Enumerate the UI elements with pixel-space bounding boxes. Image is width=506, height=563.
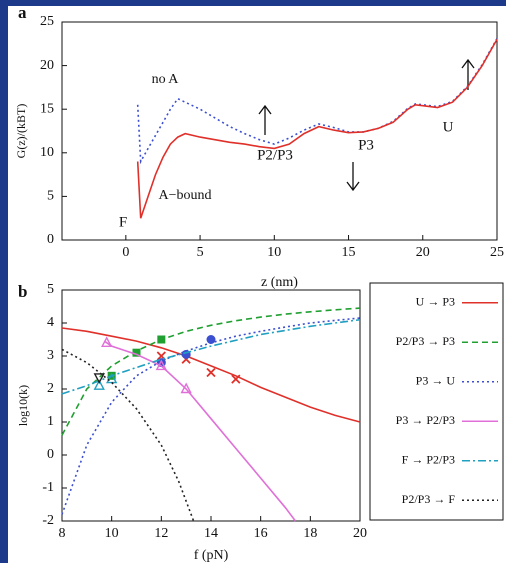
x-tick-label: 15 [342,245,356,260]
annotation: P3 [358,137,374,153]
y-tick-label: 5 [47,189,54,204]
x-tick-label: 12 [154,526,168,541]
marker [157,335,166,344]
x-tick-label: 5 [197,245,204,260]
marker [155,359,167,371]
y-tick-label: 3 [47,348,54,363]
marker [101,336,113,347]
series-label: A−bound [158,188,211,203]
x-tick-label: 16 [254,526,268,541]
series-line [136,38,498,165]
annotation: U [443,119,454,135]
y-tick-label: -1 [42,480,54,495]
y-tick-label: 25 [40,14,54,29]
y-tick-label: 2 [47,381,54,396]
x-tick-label: 0 [122,245,129,260]
annotation: P2/P3 [257,147,293,163]
marker [231,374,241,384]
legend-label: P3 → P2/P3 [396,413,455,427]
legend-label: P2/P3 → P3 [396,334,455,348]
legend-box [369,282,504,521]
arrows [258,58,475,192]
y-axis-label: log10(k) [16,385,30,426]
x-tick-label: 8 [59,526,66,541]
y-tick-label: 0 [47,232,54,247]
legend-label: P2/P3 → F [402,492,456,506]
y-tick-label: 20 [40,58,54,73]
annotation: F [119,214,127,230]
x-tick-label: 20 [353,526,367,541]
marker [206,367,216,378]
x-tick-label: 10 [267,245,281,260]
x-tick-label: 25 [490,245,504,260]
y-tick-label: 1 [47,414,54,429]
marker [93,373,105,384]
y-tick-label: 5 [47,282,54,297]
x-tick-label: 20 [416,245,430,260]
x-axis-label: f (pN) [194,548,229,563]
series-line [61,307,361,436]
y-tick-label: 4 [47,315,54,330]
arrow [346,162,360,192]
arrow [258,104,272,135]
y-tick-label: 0 [47,447,54,462]
series-line [61,327,361,423]
series-line [103,340,297,522]
legend-label: P3 → U [416,374,456,388]
panel-label: b [18,282,27,301]
series-line [61,318,361,395]
marker [180,382,192,394]
y-tick-label: 15 [40,101,54,116]
x-tick-label: 14 [204,526,218,541]
panel-label: a [18,3,27,22]
series-line [61,348,195,522]
marker [93,379,105,390]
y-tick-label: 10 [40,145,54,160]
frame-inner [8,6,506,563]
x-axis-label: z (nm) [261,275,298,290]
plot-frame [61,21,498,241]
legend-label: F → P2/P3 [402,453,455,467]
series-label: no A [152,72,180,87]
y-tick-label: -2 [42,513,54,528]
series-line [136,39,498,219]
marker [206,335,216,344]
legend-label: U → P3 [416,295,455,309]
x-tick-label: 18 [303,526,317,541]
y-axis-label: G(z)/(kBT) [14,104,28,159]
x-tick-label: 10 [105,526,119,541]
